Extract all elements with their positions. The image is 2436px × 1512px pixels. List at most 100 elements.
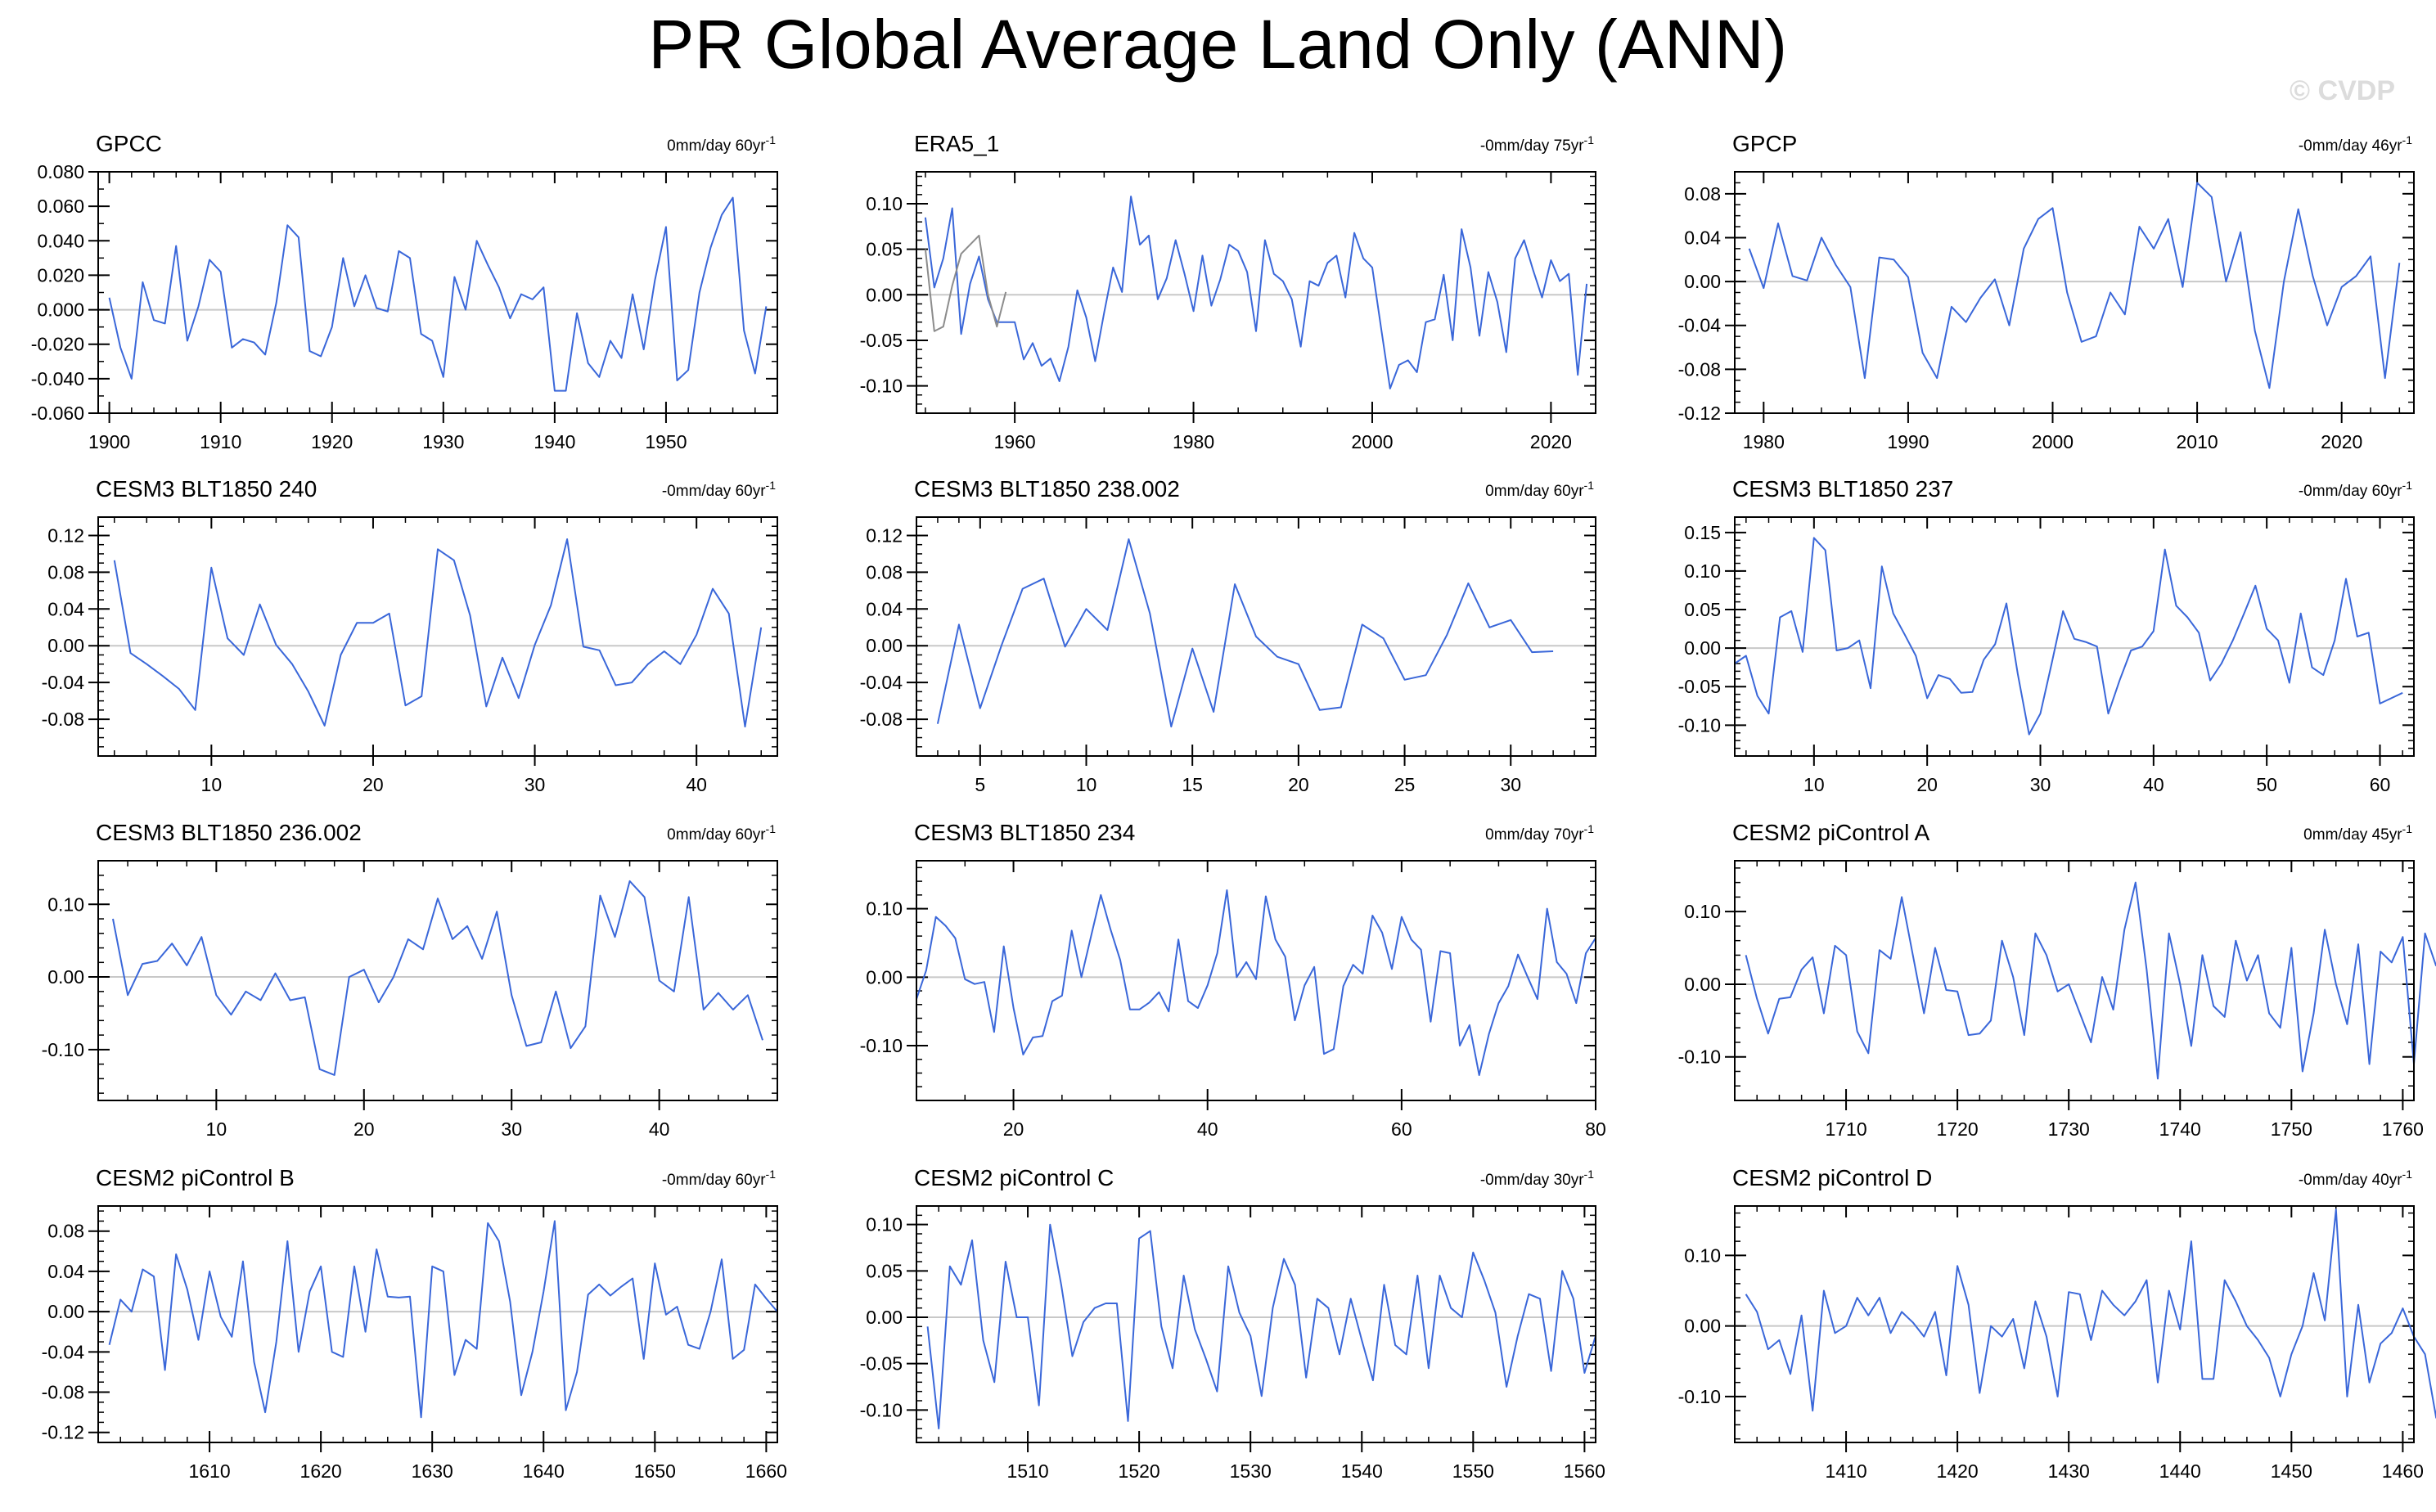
x-tick-label: 1620 xyxy=(300,1460,342,1482)
y-tick-label: 0.05 xyxy=(866,1260,903,1281)
x-tick-label: 20 xyxy=(353,1118,375,1140)
x-tick-label: 1640 xyxy=(523,1460,565,1482)
y-tick-label: 0.04 xyxy=(1684,227,1721,248)
x-tick-label: 2010 xyxy=(2177,431,2218,452)
y-tick-label: 0.12 xyxy=(47,524,84,546)
series-line xyxy=(108,1220,778,1419)
plot-frame xyxy=(916,860,1596,1101)
series-line xyxy=(112,880,763,1076)
x-tick-label: 80 xyxy=(1585,1118,1606,1140)
trend-exponent: -1 xyxy=(766,479,777,492)
y-tick-label: 0.08 xyxy=(47,561,84,583)
y-tick-label: -0.08 xyxy=(1678,358,1721,380)
x-tick-label: 40 xyxy=(649,1118,670,1140)
trend-exponent: -1 xyxy=(2402,1168,2413,1181)
x-tick-label: 1900 xyxy=(88,431,130,452)
y-tick-label: 0.00 xyxy=(1684,637,1721,659)
plot-frame xyxy=(97,171,778,414)
panel-title: CESM3 BLT1850 240 xyxy=(96,476,317,502)
y-tick-label: 0.05 xyxy=(1684,599,1721,620)
y-tick-label: 0.00 xyxy=(47,1301,84,1322)
page-title: PR Global Average Land Only (ANN) xyxy=(648,6,1788,83)
x-tick-label: 30 xyxy=(525,774,546,795)
plot-cesm2-picontrol-c: CESM2 piControl C -0mm/day 30yr-1 -0.10 -0.… xyxy=(860,1165,1605,1482)
x-tick-label: 2000 xyxy=(2032,431,2074,452)
y-tick-label: 0.080 xyxy=(37,161,84,182)
y-tick-label: 0.00 xyxy=(47,966,84,988)
x-tick-label: 30 xyxy=(2030,774,2051,795)
trend-exponent: -1 xyxy=(1584,479,1595,492)
y-tick-label: 0.04 xyxy=(866,598,903,619)
x-tick-label: 1610 xyxy=(188,1460,230,1482)
y-tick-label: 0.00 xyxy=(866,966,903,988)
x-tick-label: 1730 xyxy=(2048,1118,2090,1140)
plot-frame xyxy=(1734,860,2415,1101)
x-tick-label: 1660 xyxy=(745,1460,787,1482)
y-tick-label: 0.020 xyxy=(37,264,84,286)
plot-frame xyxy=(916,171,1596,414)
y-tick-label: 0.000 xyxy=(37,299,84,321)
y-tick-label: -0.10 xyxy=(1678,1046,1721,1068)
plot-cesm2-picontrol-b: CESM2 piControl B -0mm/day 60yr-1 -0.12 -0.… xyxy=(42,1165,787,1482)
y-tick-label: 0.04 xyxy=(47,598,84,619)
y-tick-label: -0.020 xyxy=(31,334,84,355)
trend-exponent: -1 xyxy=(766,133,777,146)
plot-cesm3-blt1850-236-002: CESM3 BLT1850 236.002 0mm/day 60yr-1 -0.10… xyxy=(42,820,778,1140)
x-tick-label: 2020 xyxy=(2321,431,2362,452)
plot-frame xyxy=(97,516,778,757)
y-tick-label: -0.10 xyxy=(1678,714,1721,736)
plot-cesm3-blt1850-238-002: CESM3 BLT1850 238.002 0mm/day 60yr-1 -0.08… xyxy=(860,476,1596,795)
trend-exponent: -1 xyxy=(2402,479,2413,492)
panel-title: GPCP xyxy=(1732,131,1797,156)
x-tick-label: 20 xyxy=(1003,1118,1024,1140)
x-tick-label: 1630 xyxy=(412,1460,453,1482)
y-tick-label: -0.08 xyxy=(42,1382,84,1403)
trend-exponent: -1 xyxy=(1584,822,1595,835)
x-tick-label: 1710 xyxy=(1825,1118,1866,1140)
series-line xyxy=(108,196,768,392)
x-tick-label: 20 xyxy=(1916,774,1938,795)
plot-frame xyxy=(1734,1205,2415,1443)
x-tick-label: 30 xyxy=(501,1118,522,1140)
series-line xyxy=(1748,182,2401,389)
x-tick-label: 10 xyxy=(206,1118,227,1140)
y-tick-label: 0.00 xyxy=(1684,1316,1721,1337)
x-tick-label: 30 xyxy=(1500,774,1521,795)
y-tick-label: 0.10 xyxy=(866,898,903,920)
panel-title: CESM2 piControl C xyxy=(914,1165,1114,1190)
y-tick-label: -0.12 xyxy=(1678,403,1721,424)
x-tick-label: 10 xyxy=(1803,774,1825,795)
panel-title: GPCC xyxy=(96,131,162,156)
trend-exponent: -1 xyxy=(766,822,777,835)
x-tick-label: 40 xyxy=(2143,774,2164,795)
secondary-series-line xyxy=(924,234,1007,332)
x-tick-label: 1530 xyxy=(1230,1460,1272,1482)
panel-title: CESM3 BLT1850 237 xyxy=(1732,476,1953,502)
x-tick-label: 60 xyxy=(1391,1118,1412,1140)
y-tick-label: 0.00 xyxy=(866,635,903,656)
trend-exponent: -1 xyxy=(2402,133,2413,146)
trend-label: 0mm/day 60yr-1 xyxy=(667,822,776,844)
y-tick-label: 0.00 xyxy=(47,635,84,656)
panel-title: CESM2 piControl A xyxy=(1732,820,1930,845)
trend-label: -0mm/day 30yr-1 xyxy=(1480,1168,1594,1189)
panel-title: CESM3 BLT1850 238.002 xyxy=(914,476,1180,502)
x-tick-label: 1450 xyxy=(2271,1460,2312,1482)
y-tick-label: -0.08 xyxy=(860,709,903,730)
y-tick-label: 0.10 xyxy=(866,193,903,214)
y-tick-label: 0.00 xyxy=(1684,974,1721,995)
series-line xyxy=(926,1223,1596,1429)
x-tick-label: 1990 xyxy=(1887,431,1929,452)
x-tick-label: 1950 xyxy=(645,431,687,452)
x-tick-label: 1920 xyxy=(311,431,353,452)
y-tick-label: 0.040 xyxy=(37,230,84,251)
y-tick-label: -0.05 xyxy=(860,1353,903,1375)
plot-cesm3-blt1850-234: CESM3 BLT1850 234 0mm/day 70yr-1 -0.10 0.00… xyxy=(860,820,1606,1140)
x-tick-label: 1540 xyxy=(1341,1460,1383,1482)
series-line xyxy=(924,196,1588,389)
y-tick-label: -0.04 xyxy=(42,1341,85,1362)
x-tick-label: 50 xyxy=(2256,774,2277,795)
panel-title: CESM2 piControl D xyxy=(1732,1165,1932,1190)
plot-cesm2-picontrol-d: CESM2 piControl D -0mm/day 40yr-1 -0.10 0.0… xyxy=(1678,1165,2436,1482)
y-tick-label: 0.00 xyxy=(1684,271,1721,292)
